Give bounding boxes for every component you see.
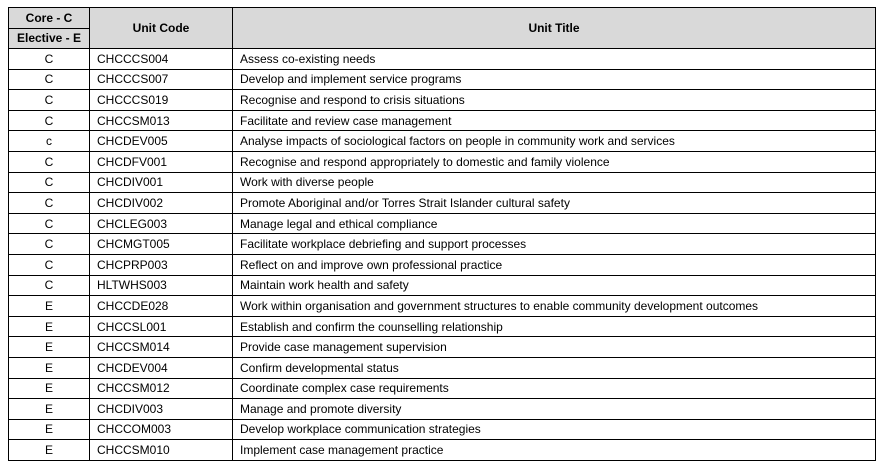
unit-code-cell: CHCCCS019 [89, 89, 233, 111]
table-row: E CHCCSM010 Implement case management prac… [8, 439, 876, 461]
header-row: Elective - E [8, 27, 876, 49]
table-row: C CHCPRP003 Reflect on and improve own pro… [8, 253, 876, 276]
type-header-elective: Elective - E [8, 27, 90, 49]
table-row: C CHCLEG003 Manage legal and ethical compl… [8, 212, 876, 235]
table-row: C CHCCCS007 Develop and implement service … [8, 68, 876, 91]
unit-code-cell: CHCCCS007 [89, 68, 233, 91]
unit-type-cell: C [8, 48, 90, 70]
unit-type-cell: c [8, 130, 90, 152]
unit-type-cell: C [8, 274, 90, 297]
unit-title-cell: Provide case management supervision [232, 336, 876, 358]
unit-title-cell: Reflect on and improve own professional … [232, 253, 876, 276]
unit-type-cell: E [8, 336, 90, 358]
unit-type-cell: E [8, 295, 90, 317]
unit-code-cell: CHCDIV001 [89, 171, 233, 194]
unit-type-cell: C [8, 253, 90, 276]
unit-code-cell: CHCDEV004 [89, 356, 233, 379]
table-row: C HLTWHS003 Maintain work health and safet… [8, 274, 876, 297]
unit-code-cell: CHCCSM010 [89, 439, 233, 461]
unit-title-cell: Facilitate and review case management [232, 109, 876, 132]
unit-type-cell: C [8, 89, 90, 111]
unit-title-cell: Manage and promote diversity [232, 398, 876, 420]
type-header-core: Core - C [8, 7, 90, 29]
table-row: C CHCCCS004 Assess co-existing needs [8, 48, 876, 70]
unit-type-cell: C [8, 212, 90, 235]
unit-code-cell: HLTWHS003 [89, 274, 233, 297]
unit-title-cell: Manage legal and ethical compliance [232, 212, 876, 235]
unit-type-cell: C [8, 109, 90, 132]
unit-type-cell: C [8, 150, 90, 173]
unit-title-cell: Analyse impacts of sociological factors … [232, 130, 876, 152]
unit-title-cell: Develop workplace communication strategi… [232, 418, 876, 441]
table-row: E CHCCSM014 Provide case management superv… [8, 336, 876, 358]
units-table: Core - C Unit Code Unit Title Elective -… [8, 7, 876, 461]
unit-type-cell: E [8, 418, 90, 441]
unit-code-cell: CHCDEV005 [89, 130, 233, 152]
unit-title-cell: Establish and confirm the counselling re… [232, 315, 876, 338]
unit-type-cell: E [8, 315, 90, 338]
unit-title-cell: Develop and implement service programs [232, 68, 876, 91]
table-row: E CHCCSL001 Establish and confirm the coun… [8, 315, 876, 338]
unit-type-cell: E [8, 377, 90, 400]
unit-code-header: Unit Code [89, 7, 233, 49]
unit-code-cell: CHCDIV002 [89, 192, 233, 214]
header-row: Core - C Unit Code Unit Title [8, 7, 876, 49]
unit-title-cell: Facilitate workplace debriefing and supp… [232, 233, 876, 255]
unit-title-header: Unit Title [232, 7, 876, 49]
unit-code-cell: CHCDIV003 [89, 398, 233, 420]
table-row: E CHCCDE028 Work within organisation and g… [8, 295, 876, 317]
unit-code-cell: CHCPRP003 [89, 253, 233, 276]
table-row: C CHCDIV002 Promote Aboriginal and/or Torr… [8, 192, 876, 214]
table-row: C CHCDFV001 Recognise and respond appropri… [8, 150, 876, 173]
unit-title-cell: Assess co-existing needs [232, 48, 876, 70]
unit-title-cell: Work within organisation and government … [232, 295, 876, 317]
unit-title-cell: Recognise and respond appropriately to d… [232, 150, 876, 173]
table-row: E CHCDEV004 Confirm developmental status [8, 356, 876, 379]
unit-code-cell: CHCMGT005 [89, 233, 233, 255]
unit-title-cell: Coordinate complex case requirements [232, 377, 876, 400]
unit-code-cell: CHCDFV001 [89, 150, 233, 173]
unit-type-cell: E [8, 356, 90, 379]
unit-type-cell: E [8, 398, 90, 420]
table-row: E CHCDIV003 Manage and promote diversity [8, 398, 876, 420]
table-row: c CHCDEV005 Analyse impacts of sociologica… [8, 130, 876, 152]
unit-code-cell: CHCCSM013 [89, 109, 233, 132]
unit-code-cell: CHCCSL001 [89, 315, 233, 338]
unit-title-cell: Implement case management practice [232, 439, 876, 461]
unit-type-cell: E [8, 439, 90, 461]
unit-code-cell: CHCCSM014 [89, 336, 233, 358]
unit-type-cell: C [8, 233, 90, 255]
table-row: C CHCCCS019 Recognise and respond to crisi… [8, 89, 876, 111]
unit-type-cell: C [8, 192, 90, 214]
unit-title-cell: Maintain work health and safety [232, 274, 876, 297]
table-row: C CHCDIV001 Work with diverse people [8, 171, 876, 194]
unit-code-cell: CHCCDE028 [89, 295, 233, 317]
unit-code-cell: CHCCCS004 [89, 48, 233, 70]
unit-code-cell: CHCLEG003 [89, 212, 233, 235]
table-row: E CHCCOM003 Develop workplace communicatio… [8, 418, 876, 441]
unit-code-cell: CHCCOM003 [89, 418, 233, 441]
table-row: C CHCMGT005 Facilitate workplace debriefin… [8, 233, 876, 255]
table-row: C CHCCSM013 Facilitate and review case man… [8, 109, 876, 132]
unit-title-cell: Recognise and respond to crisis situatio… [232, 89, 876, 111]
unit-code-cell: CHCCSM012 [89, 377, 233, 400]
unit-title-cell: Work with diverse people [232, 171, 876, 194]
unit-type-cell: C [8, 171, 90, 194]
table-row: E CHCCSM012 Coordinate complex case requir… [8, 377, 876, 400]
unit-title-cell: Confirm developmental status [232, 356, 876, 379]
unit-type-cell: C [8, 68, 90, 91]
unit-title-cell: Promote Aboriginal and/or Torres Strait … [232, 192, 876, 214]
